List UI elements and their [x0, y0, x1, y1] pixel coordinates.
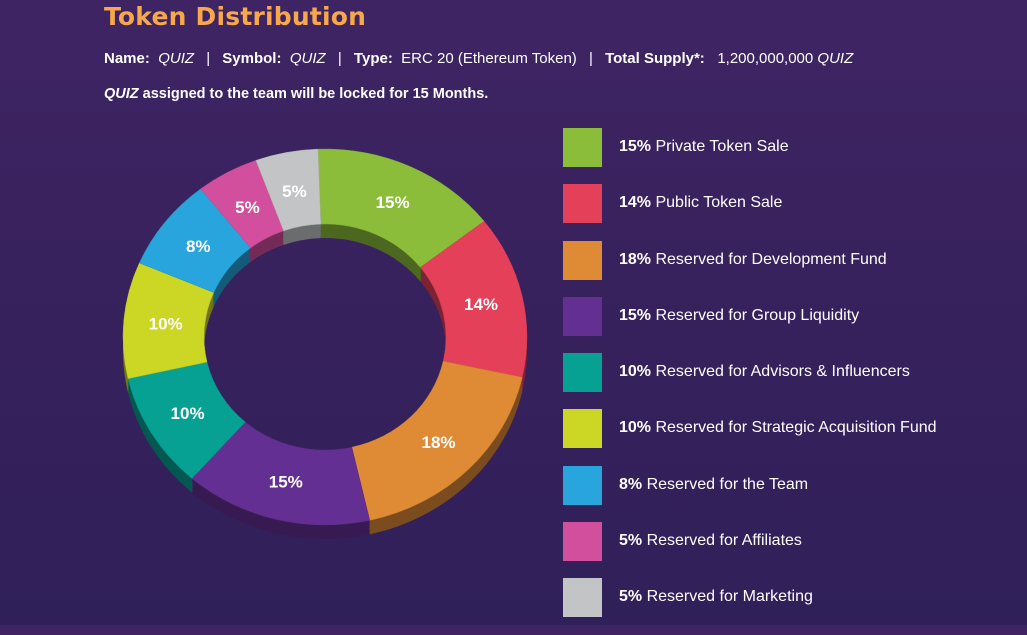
donut-slices: [122, 148, 528, 526]
legend-label: 15% Private Token Sale: [619, 138, 789, 156]
legend-percent: 15%: [619, 306, 652, 324]
legend-percent: 10%: [619, 419, 652, 437]
token-info-line: Name: QUIZ | Symbol: QUIZ | Type: ERC 20…: [104, 50, 853, 67]
symbol-value: QUIZ: [289, 50, 326, 67]
slice-label: 15%: [269, 472, 303, 491]
supply-unit: QUIZ: [817, 50, 854, 67]
slice-label: 10%: [149, 315, 183, 334]
donut-chart: 15% 14% 18% 15% 10% 10% 8% 5% 5%: [122, 148, 528, 539]
team-lock-note: QUIZ assigned to the team will be locked…: [104, 86, 488, 102]
name-label: Name:: [104, 50, 150, 67]
donut-labels: 15% 14% 18% 15% 10% 10% 8% 5% 5%: [149, 182, 498, 491]
legend-label: 5% Reserved for Marketing: [619, 588, 813, 606]
legend-percent: 10%: [619, 363, 652, 381]
legend-swatch: [563, 240, 602, 280]
slice-9: [255, 148, 322, 232]
legend-percent: 18%: [619, 250, 652, 268]
legend-swatch: [563, 128, 602, 167]
legend-swatch: [563, 353, 602, 393]
legend-swatch: [563, 296, 602, 336]
separator: |: [337, 50, 342, 67]
separator: |: [206, 50, 211, 67]
legend-label: 18% Reserved for Development Fund: [619, 251, 887, 269]
page-title: Token Distribution: [104, 2, 367, 31]
legend-swatch: [563, 578, 602, 618]
legend-category: Reserved for Marketing: [642, 588, 813, 606]
separator: |: [588, 50, 593, 67]
slice-label: 18%: [422, 433, 456, 452]
slice-label: 5%: [235, 198, 260, 217]
slice-label: 10%: [171, 404, 205, 423]
legend-category: Reserved for Group Liquidity: [651, 306, 860, 324]
legend-label: 10% Reserved for Strategic Acquisition F…: [619, 419, 937, 437]
legend-label: 15% Reserved for Group Liquidity: [619, 307, 859, 325]
legend-category: Public Token Sale: [651, 194, 783, 212]
legend-label: 8% Reserved for the Team: [619, 476, 808, 494]
legend-category: Private Token Sale: [651, 138, 789, 155]
legend-label: 5% Reserved for Affiliates: [619, 532, 802, 550]
slice-label: 5%: [282, 182, 307, 201]
supply-value: 1,200,000,000: [717, 50, 814, 67]
legend-percent: 8%: [619, 475, 643, 493]
legend-percent: 14%: [619, 194, 652, 212]
legend-category: Reserved for the Team: [642, 475, 809, 493]
name-value: QUIZ: [158, 50, 195, 67]
legend-category: Reserved for Strategic Acquisition Fund: [651, 419, 937, 437]
legend-swatch: [563, 184, 602, 224]
type-value: ERC 20 (Ethereum Token): [401, 50, 577, 67]
legend-label: 10% Reserved for Advisors & Influencers: [619, 363, 910, 381]
slice-label: 15%: [376, 193, 410, 212]
legend-category: Reserved for Advisors & Influencers: [651, 363, 910, 381]
slice-label: 8%: [186, 237, 211, 256]
symbol-label: Symbol:: [222, 50, 282, 67]
legend-category: Reserved for Affiliates: [642, 532, 802, 550]
legend-swatch: [563, 522, 602, 562]
legend-percent: 5%: [619, 588, 643, 606]
legend-swatch: [563, 465, 602, 505]
legend-percent: 15%: [619, 138, 652, 155]
supply-label: Total Supply*:: [605, 50, 705, 67]
legend-category: Reserved for Development Fund: [651, 250, 887, 268]
note-token: QUIZ: [104, 86, 139, 102]
slice-label: 14%: [464, 295, 498, 314]
legend-swatch: [563, 409, 602, 449]
note-text: assigned to the team will be locked for …: [142, 86, 489, 102]
legend-percent: 5%: [619, 532, 643, 550]
type-label: Type:: [353, 50, 393, 67]
legend-label: 14% Public Token Sale: [619, 194, 782, 212]
slice-3: [351, 360, 523, 521]
